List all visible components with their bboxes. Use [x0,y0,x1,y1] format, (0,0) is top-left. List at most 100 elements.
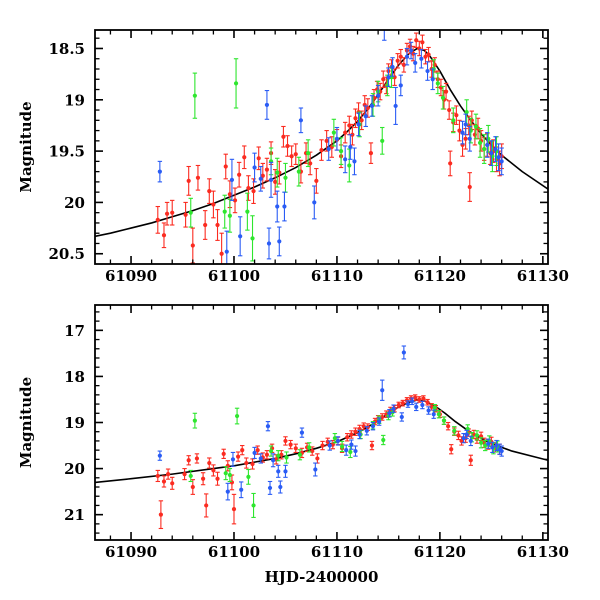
data-point [361,424,366,429]
data-point [395,58,400,63]
data-point [164,211,170,216]
data-point [186,178,191,183]
data-point [265,424,271,429]
data-point [365,105,370,111]
data-point [369,443,375,448]
data-point [170,481,175,486]
data-point [425,400,430,405]
data-point [229,480,235,485]
data-point [207,189,212,194]
data-point [266,241,272,246]
data-point [404,54,410,59]
y-tick-label: 20.5 [48,245,85,263]
data-point [421,396,426,401]
data-point [348,144,353,150]
data-point [314,178,319,183]
data-point [334,136,340,141]
data-point [447,107,452,113]
data-point [348,449,353,455]
data-point [461,436,466,441]
data-point [419,56,424,61]
data-point [431,412,436,417]
data-point [250,236,255,241]
data-point [237,172,242,177]
data-point [204,503,209,508]
data-point [158,512,163,517]
y-tick-label: 19 [64,414,85,432]
x-tick-label: 61090 [105,543,157,561]
data-point [425,68,430,74]
y-tick-label: 20 [64,194,85,212]
data-point [161,233,167,238]
data-point [449,447,454,452]
data-point [356,122,361,127]
data-point [271,458,276,463]
data-point [473,124,479,129]
data-point [448,161,453,166]
y-tick-label: 18 [64,368,85,386]
data-point [396,402,401,408]
data-point [380,388,385,393]
data-point [464,432,469,437]
data-point [482,146,487,152]
data-point [166,472,171,477]
data-point [499,448,504,454]
data-point [364,428,369,433]
data-point [278,484,283,490]
data-point [430,77,435,82]
data-point [195,175,201,180]
plot-frame [94,29,549,265]
data-point [312,200,317,205]
data-point [343,157,348,162]
data-point [229,177,235,182]
data-point [357,432,362,437]
data-point [405,401,411,407]
data-point [313,467,318,472]
data-point [478,440,484,445]
data-point [454,113,459,118]
data-point [227,192,232,197]
data-point [393,103,398,109]
data-point [349,432,354,437]
x-tick-label: 61120 [414,267,466,285]
y-tick-label: 17 [64,322,85,340]
data-point [234,413,240,419]
data-point [275,170,280,175]
data-point [457,128,462,133]
data-point [246,474,251,479]
data-point [414,404,419,409]
data-point [401,350,406,355]
data-point [413,395,418,400]
data-point [467,184,472,190]
data-point [426,408,431,413]
data-point [370,424,376,429]
data-point [327,443,332,448]
data-point [188,473,193,479]
data-point [343,130,348,135]
data-point [440,95,446,100]
data-point [347,163,352,168]
data-point [223,164,228,169]
data-point [264,452,270,457]
y-tick-label: 19.5 [48,143,85,161]
data-point [490,445,495,450]
data-point [368,151,374,156]
data-point [349,442,354,447]
data-layer [95,345,548,530]
data-point [242,155,247,160]
data-point [219,251,224,256]
x-tick-label: 61090 [105,267,157,285]
data-point [211,202,216,207]
data-point [324,138,329,143]
data-point [390,64,395,70]
data-layer [95,30,548,264]
data-point [232,198,238,203]
data-point [183,212,188,217]
data-point [225,489,230,494]
data-point [420,40,425,45]
data-point [489,151,494,156]
data-point [233,81,239,86]
data-point [157,169,162,174]
x-tick-label: 61130 [517,543,569,561]
